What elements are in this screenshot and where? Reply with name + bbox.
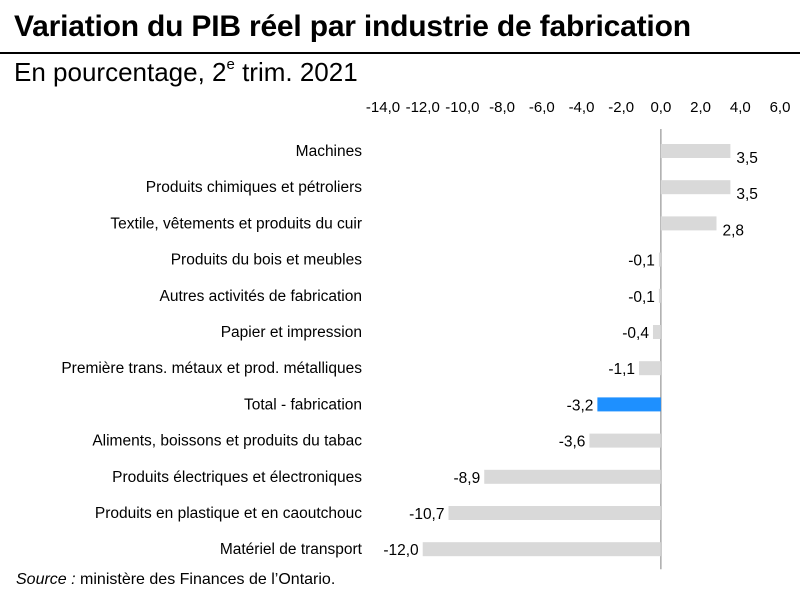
x-tick-label: 0,0 (650, 99, 671, 116)
subtitle-superscript: e (226, 56, 235, 73)
category-label: Textile, vêtements et produits du cuir (110, 215, 362, 232)
value-label: 3,5 (736, 186, 758, 203)
bar (484, 469, 661, 484)
bar (589, 433, 661, 448)
category-label: Machines (296, 143, 363, 160)
value-label: -0,1 (628, 253, 655, 270)
category-label: Matériel de transport (220, 541, 363, 558)
x-tick-label: -4,0 (569, 99, 595, 116)
category-label: Première trans. métaux et prod. métalliq… (61, 360, 362, 377)
x-tick-label: -2,0 (608, 99, 634, 116)
chart-title: Variation du PIB réel par industrie de f… (14, 10, 691, 43)
bar (652, 325, 661, 339)
value-label: -0,4 (622, 325, 649, 342)
value-label: -8,9 (454, 470, 481, 487)
highlight-bar (597, 397, 661, 412)
source-note: Source : ministère des Finances de l’Ont… (16, 571, 335, 589)
x-tick-label: -6,0 (529, 99, 555, 116)
value-label: -1,1 (608, 361, 635, 378)
category-label: Produits du bois et meubles (171, 252, 363, 269)
value-label: -0,1 (628, 289, 655, 306)
value-label: 3,5 (736, 150, 758, 167)
category-label: Produits électriques et électroniques (112, 469, 362, 486)
chart-subtitle: En pourcentage, 2e trim. 2021 (14, 56, 358, 88)
subtitle-main: En pourcentage, 2 (14, 57, 227, 87)
bar (660, 216, 717, 231)
value-label: 2,8 (722, 222, 744, 239)
x-tick-label: -12,0 (406, 99, 440, 116)
category-label: Total - fabrication (244, 396, 362, 413)
bar (448, 506, 661, 520)
value-label: -12,0 (383, 542, 419, 559)
x-tick-label: 2,0 (690, 99, 711, 116)
bar (422, 542, 661, 557)
value-label: -3,2 (567, 397, 594, 414)
category-label: Autres activités de fabrication (160, 288, 362, 305)
x-tick-label: -14,0 (366, 99, 400, 116)
x-tick-label: 4,0 (730, 99, 751, 116)
value-label: -3,6 (559, 434, 586, 451)
bar (660, 180, 731, 195)
subtitle-rest: trim. 2021 (234, 57, 358, 87)
category-label: Aliments, boissons et produits du tabac (92, 433, 362, 450)
category-label: Produits en plastique et en caoutchouc (95, 505, 362, 522)
x-tick-label: -10,0 (445, 99, 479, 116)
title-rule (0, 52, 800, 54)
x-tick-label: -8,0 (489, 99, 515, 116)
bar (658, 252, 661, 267)
bar (639, 361, 661, 376)
source-text: ministère des Finances de l’Ontario. (75, 571, 336, 588)
bar (660, 144, 731, 158)
value-label: -10,7 (409, 506, 444, 523)
x-tick-label: 6,0 (770, 99, 791, 116)
bar (658, 288, 661, 303)
category-label: Papier et impression (221, 324, 362, 341)
source-label: Source : (16, 571, 76, 588)
category-label: Produits chimiques et pétroliers (146, 179, 362, 196)
